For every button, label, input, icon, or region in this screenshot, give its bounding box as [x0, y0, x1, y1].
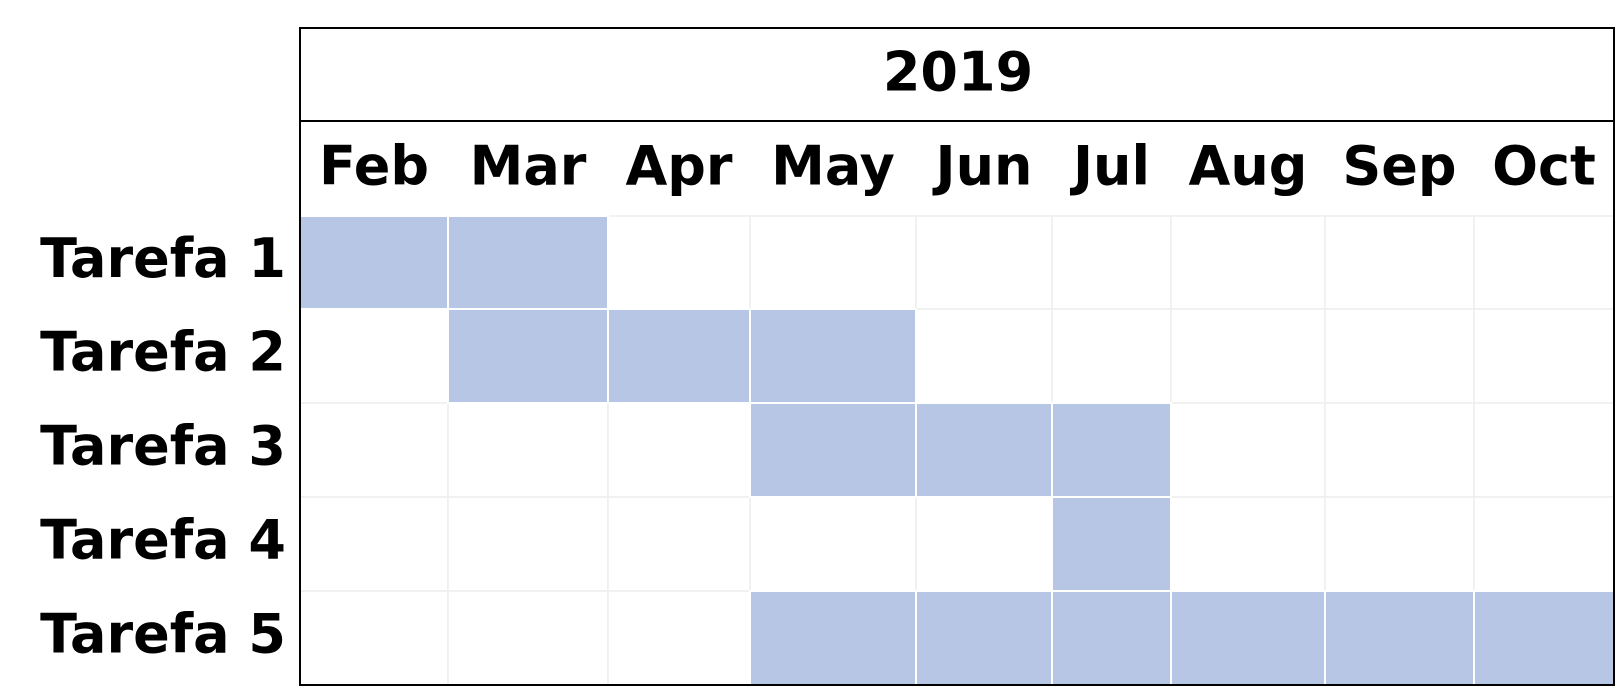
task-bar-segment: [749, 308, 917, 404]
grid-cell: [1324, 496, 1475, 592]
grid-cell: [1324, 308, 1475, 404]
month-label: Apr: [625, 135, 732, 198]
task-bar-segment: [447, 308, 609, 404]
task-bar-segment: [1051, 402, 1172, 498]
grid-cell: [299, 308, 449, 404]
grid-cell: [915, 496, 1053, 592]
outer-border: [299, 27, 1615, 686]
month-label: Feb: [319, 135, 429, 198]
task-bar-segment: [607, 308, 751, 404]
task-label: Tarefa 5: [40, 603, 286, 666]
task-label: Tarefa 2: [40, 321, 286, 384]
grid-cell: [915, 308, 1053, 404]
grid-cell: [1170, 402, 1326, 498]
grid-cell: [1170, 215, 1326, 310]
month-label: Oct: [1492, 135, 1596, 198]
task-bar-segment: [1324, 590, 1475, 686]
task-bar-segment: [1473, 590, 1615, 686]
chart-frame: [299, 27, 1615, 686]
cells-layer: [299, 215, 1615, 686]
month-label: Aug: [1189, 135, 1308, 198]
month-label: May: [771, 135, 895, 198]
grid-cell: [607, 402, 751, 498]
grid-cell: [299, 402, 449, 498]
month-label: Sep: [1342, 135, 1456, 198]
task-bar-segment: [1051, 590, 1172, 686]
task-label: Tarefa 4: [40, 509, 286, 572]
month-label: Jun: [932, 135, 1033, 198]
grid-cell: [447, 590, 609, 686]
task-bar-segment: [447, 215, 609, 310]
grid-cell: [1473, 308, 1615, 404]
grid-cell: [1170, 308, 1326, 404]
grid-cell: [1051, 215, 1172, 310]
grid-cell: [1051, 308, 1172, 404]
task-labels: Tarefa 1 Tarefa 2 Tarefa 3 Tarefa 4 Tarefa 5: [40, 227, 286, 666]
task-label: Tarefa 1: [40, 227, 286, 290]
grid-cell: [1473, 402, 1615, 498]
grid-cell: [299, 496, 449, 592]
grid-cell: [1473, 496, 1615, 592]
grid-cell: [607, 496, 751, 592]
month-headers: Feb Mar Apr May Jun Jul Aug Sep Oct: [319, 135, 1596, 198]
task-bar-segment: [1051, 496, 1172, 592]
task-bar-segment: [749, 402, 917, 498]
year-header: 2019: [883, 41, 1033, 104]
grid-cell: [749, 496, 917, 592]
grid-cell: [447, 402, 609, 498]
grid-cell: [299, 590, 449, 686]
task-bar-segment: [749, 590, 917, 686]
grid-cell: [447, 496, 609, 592]
grid-cell: [607, 215, 751, 310]
task-label: Tarefa 3: [40, 415, 286, 478]
month-label: Jul: [1069, 135, 1150, 198]
grid-cell: [1170, 496, 1326, 592]
task-bar-segment: [299, 215, 449, 310]
grid-cell: [1473, 215, 1615, 310]
grid-cell: [607, 590, 751, 686]
grid-cell: [1324, 215, 1475, 310]
grid-cell: [1324, 402, 1475, 498]
task-bar-segment: [915, 590, 1053, 686]
task-bar-segment: [1170, 590, 1326, 686]
task-bar-segment: [915, 402, 1053, 498]
grid-cell: [749, 215, 917, 310]
grid-cell: [915, 215, 1053, 310]
month-label: Mar: [470, 135, 587, 198]
